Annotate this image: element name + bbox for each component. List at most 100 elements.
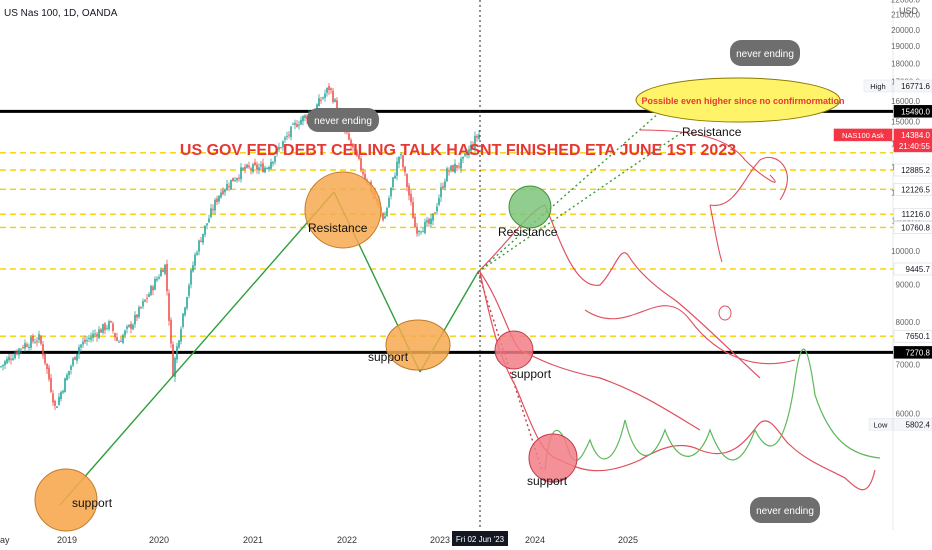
candle-body <box>396 161 398 176</box>
candle-body <box>38 334 40 341</box>
candle-body <box>104 323 106 331</box>
candle-body <box>34 342 36 344</box>
candle-body <box>318 98 320 107</box>
candle-body <box>398 156 400 164</box>
candle-body <box>236 177 238 181</box>
candle-body <box>440 187 442 198</box>
candle-body <box>8 356 10 361</box>
candle-body <box>328 86 330 91</box>
candle-body <box>286 136 288 138</box>
candle-body <box>68 370 70 376</box>
candle-body <box>52 393 54 403</box>
candle-body <box>416 226 418 234</box>
candle-body <box>4 361 6 366</box>
price-tag-box <box>893 183 932 196</box>
candle-body <box>220 192 222 198</box>
candle-body <box>72 358 74 366</box>
candle-body <box>446 168 448 182</box>
candle-body <box>260 164 262 167</box>
price-tag-value: 7270.8 <box>906 348 931 357</box>
candle-body <box>218 195 220 202</box>
candle-body <box>142 301 144 307</box>
candle-body <box>178 340 180 348</box>
annotation-label: Resistance <box>498 225 558 239</box>
candle-body <box>30 337 32 348</box>
candle-body <box>148 294 150 297</box>
candle-body <box>350 140 352 146</box>
candle-body <box>138 307 140 318</box>
time-tick-label: 2021 <box>243 535 263 545</box>
candle-body <box>410 193 412 202</box>
price-tag-box <box>893 105 932 118</box>
price-tag-caption: Low <box>874 420 888 429</box>
never-ending-bubble <box>750 497 820 523</box>
candle-body <box>156 278 158 281</box>
candle-body <box>128 324 130 327</box>
candle-body <box>132 324 134 330</box>
candle-body <box>320 99 322 101</box>
candle-body <box>130 323 132 329</box>
candle-body <box>100 329 102 333</box>
symbol-header: US Nas 100, 1D, OANDA <box>4 8 118 19</box>
candle-body <box>466 153 468 155</box>
candle-body <box>16 351 18 355</box>
candle-body <box>66 374 68 381</box>
candle-body <box>244 166 246 170</box>
candle-body <box>392 177 394 188</box>
candle-body <box>116 337 118 341</box>
candle-body <box>254 162 256 166</box>
candle-body <box>160 269 162 277</box>
candle-body <box>272 161 274 164</box>
price-tag-box <box>893 329 932 343</box>
candle-body <box>474 136 476 149</box>
resistance-zone-green <box>508 185 552 229</box>
candle-body <box>284 137 286 140</box>
candle-body <box>82 341 84 345</box>
candle-body <box>58 397 60 405</box>
candle-body <box>192 265 194 272</box>
candle-body <box>222 190 224 195</box>
candle-body <box>450 165 452 171</box>
candle-body <box>300 119 302 125</box>
price-tick-label: 21000.0 <box>891 10 920 19</box>
candle-body <box>226 184 228 191</box>
candle-body <box>460 158 462 169</box>
price-tag-value: 11216.0 <box>902 210 931 219</box>
candle-body <box>64 378 66 393</box>
never-ending-label: never ending <box>314 116 372 127</box>
price-tick-label: 18000.0 <box>891 59 920 68</box>
candle-body <box>182 313 184 327</box>
candle-body <box>92 333 94 338</box>
candle-body <box>106 327 108 329</box>
candle-body <box>332 90 334 103</box>
candle-body <box>90 337 92 340</box>
projection-up2-dotted <box>477 130 685 273</box>
projection-path-3 <box>479 271 876 491</box>
candle-body <box>354 148 356 150</box>
candle-body <box>402 155 404 168</box>
time-tick-label: 2023 <box>430 535 450 545</box>
price-tag-caption-box <box>833 128 893 142</box>
price-tick-label: 19000.0 <box>891 42 920 51</box>
price-tag-value: 15490.0 <box>901 107 930 116</box>
candle-body <box>278 147 280 150</box>
candle-body <box>40 336 42 344</box>
candle-body <box>108 321 110 330</box>
candle-body <box>172 344 174 377</box>
candle-body <box>432 213 434 221</box>
candle-body <box>470 144 472 151</box>
candle-body <box>78 347 80 355</box>
cursor-date-label: Fri 02 Jun '23 <box>456 535 505 544</box>
candle-body <box>36 341 38 343</box>
time-tick-label: 2024 <box>525 535 545 545</box>
price-tag-value: 9445.7 <box>906 265 931 274</box>
price-tag-box <box>893 346 932 359</box>
cursor-date-box <box>452 531 508 546</box>
candle-body <box>360 158 362 170</box>
candle-body <box>334 99 336 102</box>
time-axis[interactable]: ay 2019 2020 2021 2022 2023 2024 2025 Fri 02 Jun… <box>0 531 638 546</box>
candle-body <box>240 167 242 180</box>
candle-body <box>288 134 290 136</box>
candle-body <box>162 269 164 273</box>
